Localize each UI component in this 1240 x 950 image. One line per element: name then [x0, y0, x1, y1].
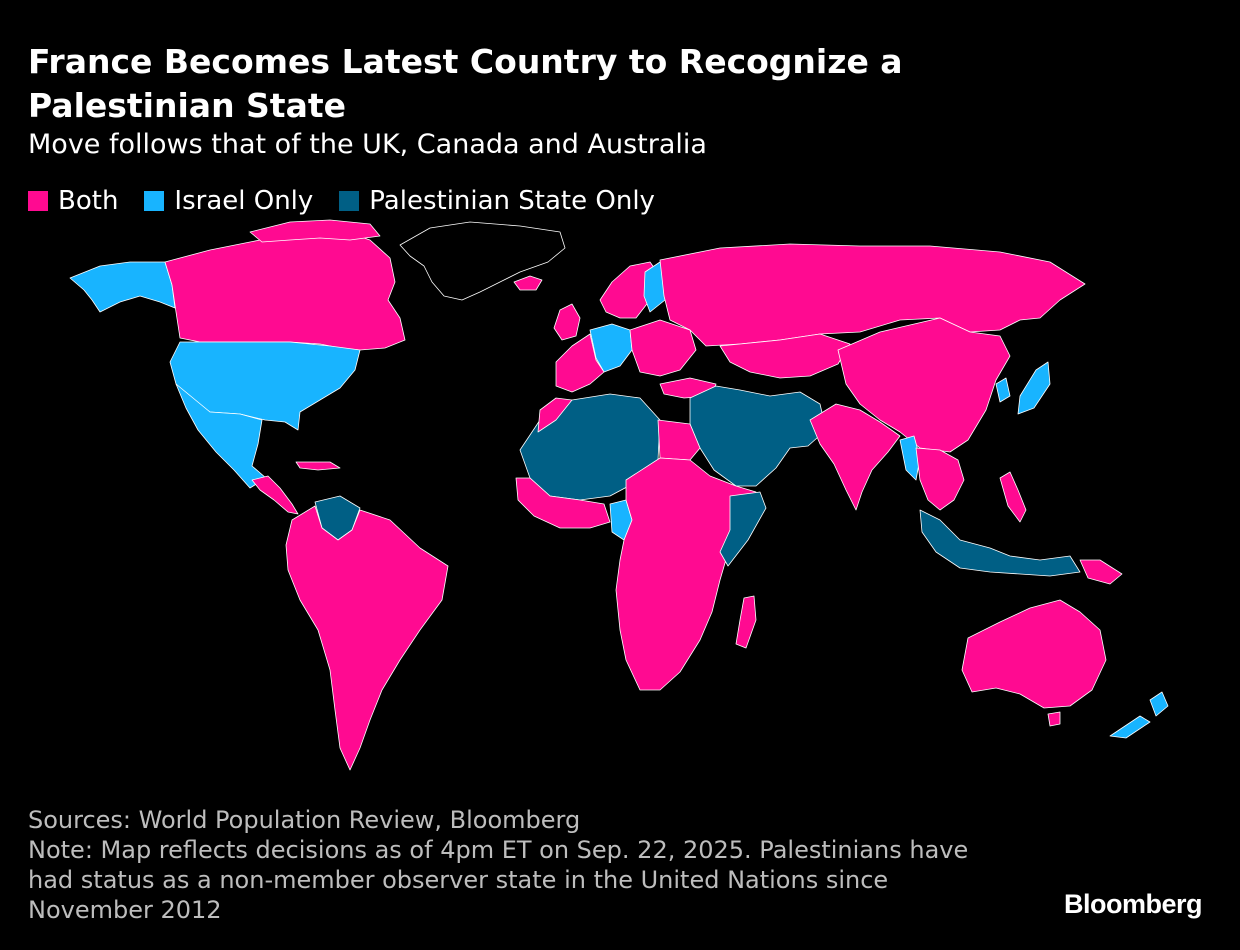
world-map: [69, 219, 1169, 771]
region-australia: [961, 599, 1107, 709]
region-eastern-europe: [629, 319, 697, 377]
region-western-europe: [555, 333, 605, 393]
region-greenland: [399, 221, 566, 301]
region-iceland: [513, 275, 543, 291]
region-india: [809, 403, 901, 511]
bloomberg-logo: Bloomberg: [1063, 889, 1203, 919]
legend: Both Israel Only Palestinian State Only: [28, 184, 681, 218]
region-morocco: [537, 397, 573, 433]
region-china: [837, 317, 1011, 453]
region-tasmania: [1047, 711, 1061, 727]
region-madagascar: [735, 595, 757, 649]
legend-item-palestinian-state-only: Palestinian State Only: [339, 184, 655, 218]
region-russia: [659, 243, 1086, 347]
region-canada: [164, 229, 406, 351]
footnote: Note: Map reflects decisions as of 4pm E…: [28, 836, 969, 924]
region-indonesia: [919, 509, 1081, 577]
region-philippines: [999, 471, 1027, 523]
chart-subtitle: Move follows that of the UK, Canada and …: [28, 129, 707, 160]
legend-label-israel-only: Israel Only: [174, 186, 314, 216]
region-somalia: [719, 491, 767, 567]
region-central-america: [251, 475, 299, 515]
region-new-zealand: [1109, 691, 1169, 739]
chart-footer: Sources: World Population Review, Bloomb…: [28, 805, 1008, 925]
region-japan: [1017, 361, 1051, 415]
region-papua: [1079, 559, 1123, 585]
legend-swatch-israel-only: [144, 191, 165, 211]
region-south-america: [285, 505, 449, 771]
region-west-africa: [515, 477, 611, 529]
region-caribbean: [295, 461, 341, 471]
region-central-asia: [719, 333, 851, 379]
region-myanmar: [899, 435, 921, 481]
region-central-europe: [589, 323, 633, 373]
legend-swatch-palestinian-state-only: [339, 191, 360, 211]
region-uk: [553, 303, 581, 341]
region-canada-islands: [249, 219, 381, 243]
chart-title: France Becomes Latest Country to Recogni…: [28, 42, 903, 125]
legend-item-israel-only: Israel Only: [144, 184, 313, 218]
legend-item-both: Both: [28, 184, 118, 218]
region-middle-east: [689, 385, 827, 487]
region-egypt: [657, 419, 701, 461]
region-alaska: [69, 261, 176, 313]
legend-label-palestinian-state-only: Palestinian State Only: [369, 186, 655, 216]
source-note: Sources: World Population Review, Bloomb…: [28, 806, 581, 834]
region-south-korea: [995, 377, 1011, 403]
legend-swatch-both: [28, 191, 48, 211]
region-sub-saharan: [615, 457, 757, 691]
legend-label-both: Both: [58, 186, 119, 216]
region-se-asia: [915, 447, 965, 511]
